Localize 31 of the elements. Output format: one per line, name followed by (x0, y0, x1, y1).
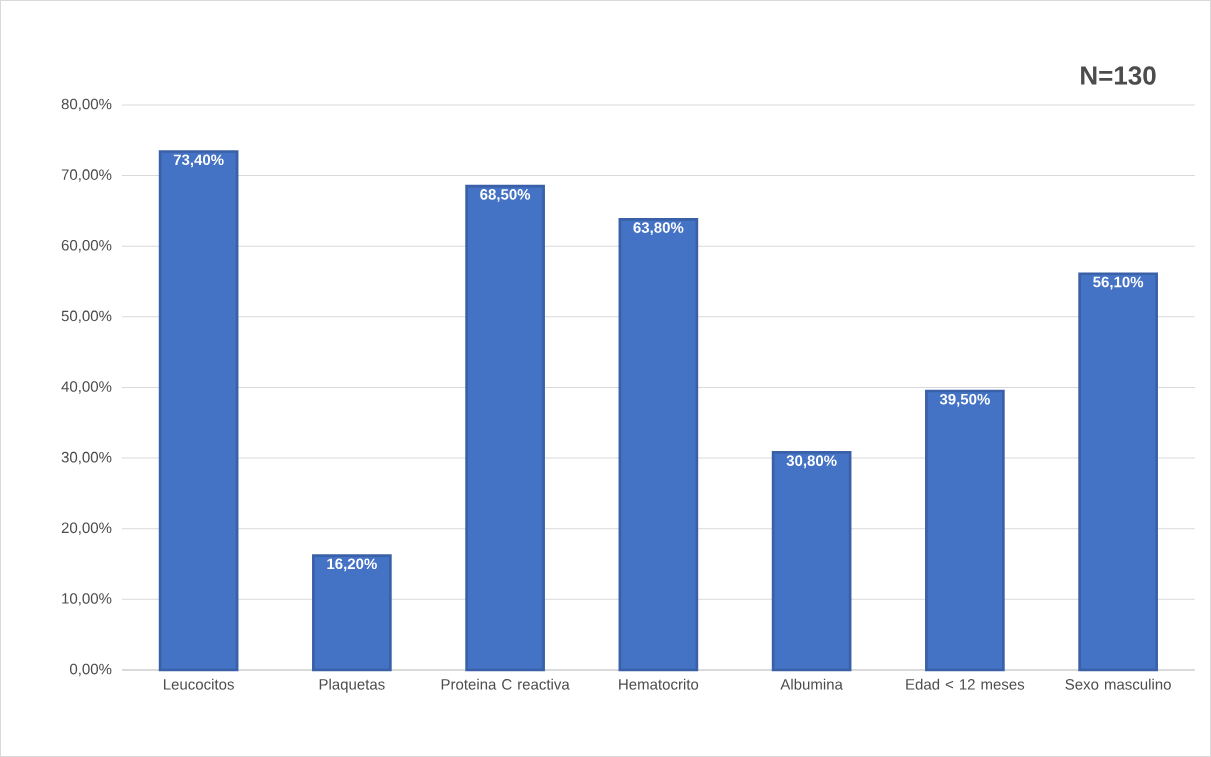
x-tick-label: Hematocrito (619, 678, 699, 690)
x-tick-label: Sexo masculino (1065, 678, 1171, 690)
y-tick-label: 60,00% (61, 240, 112, 253)
text: N=130 (1081, 66, 1156, 85)
bar (465, 184, 545, 672)
data-label: 68,50% (480, 189, 531, 202)
y-tick-label: 30,00% (61, 451, 112, 465)
y-tick-label: 50,00% (61, 310, 112, 324)
data-label: 73,40% (173, 154, 224, 168)
x-tick-label: Edad < 12 meses (906, 678, 1025, 690)
data-label: 16,20% (327, 558, 377, 572)
data-label: 63,80% (633, 222, 684, 236)
x-tick-label: Proteina C reactiva (441, 678, 570, 690)
data-label: 39,50% (939, 393, 990, 407)
y-tick-label: 20,00% (61, 522, 112, 535)
bar (158, 150, 239, 672)
y-tick-label: 80,00% (61, 98, 112, 112)
bar (312, 554, 392, 672)
bar (925, 389, 1005, 672)
y-tick-label: 40,00% (61, 381, 112, 394)
bar (618, 218, 699, 672)
y-tick-label: 10,00% (62, 593, 112, 606)
data-label: 30,80% (786, 455, 837, 469)
x-tick-label: Plaquetas (319, 678, 385, 693)
bar (1078, 272, 1158, 672)
x-tick-label: Albumina (780, 678, 843, 690)
x-tick-label: Leucocitos (163, 678, 234, 690)
bar (771, 451, 852, 672)
y-tick-label: 70,00% (61, 169, 112, 182)
y-tick-label: 0,00% (69, 663, 112, 677)
data-label: 56,10% (1093, 276, 1144, 290)
